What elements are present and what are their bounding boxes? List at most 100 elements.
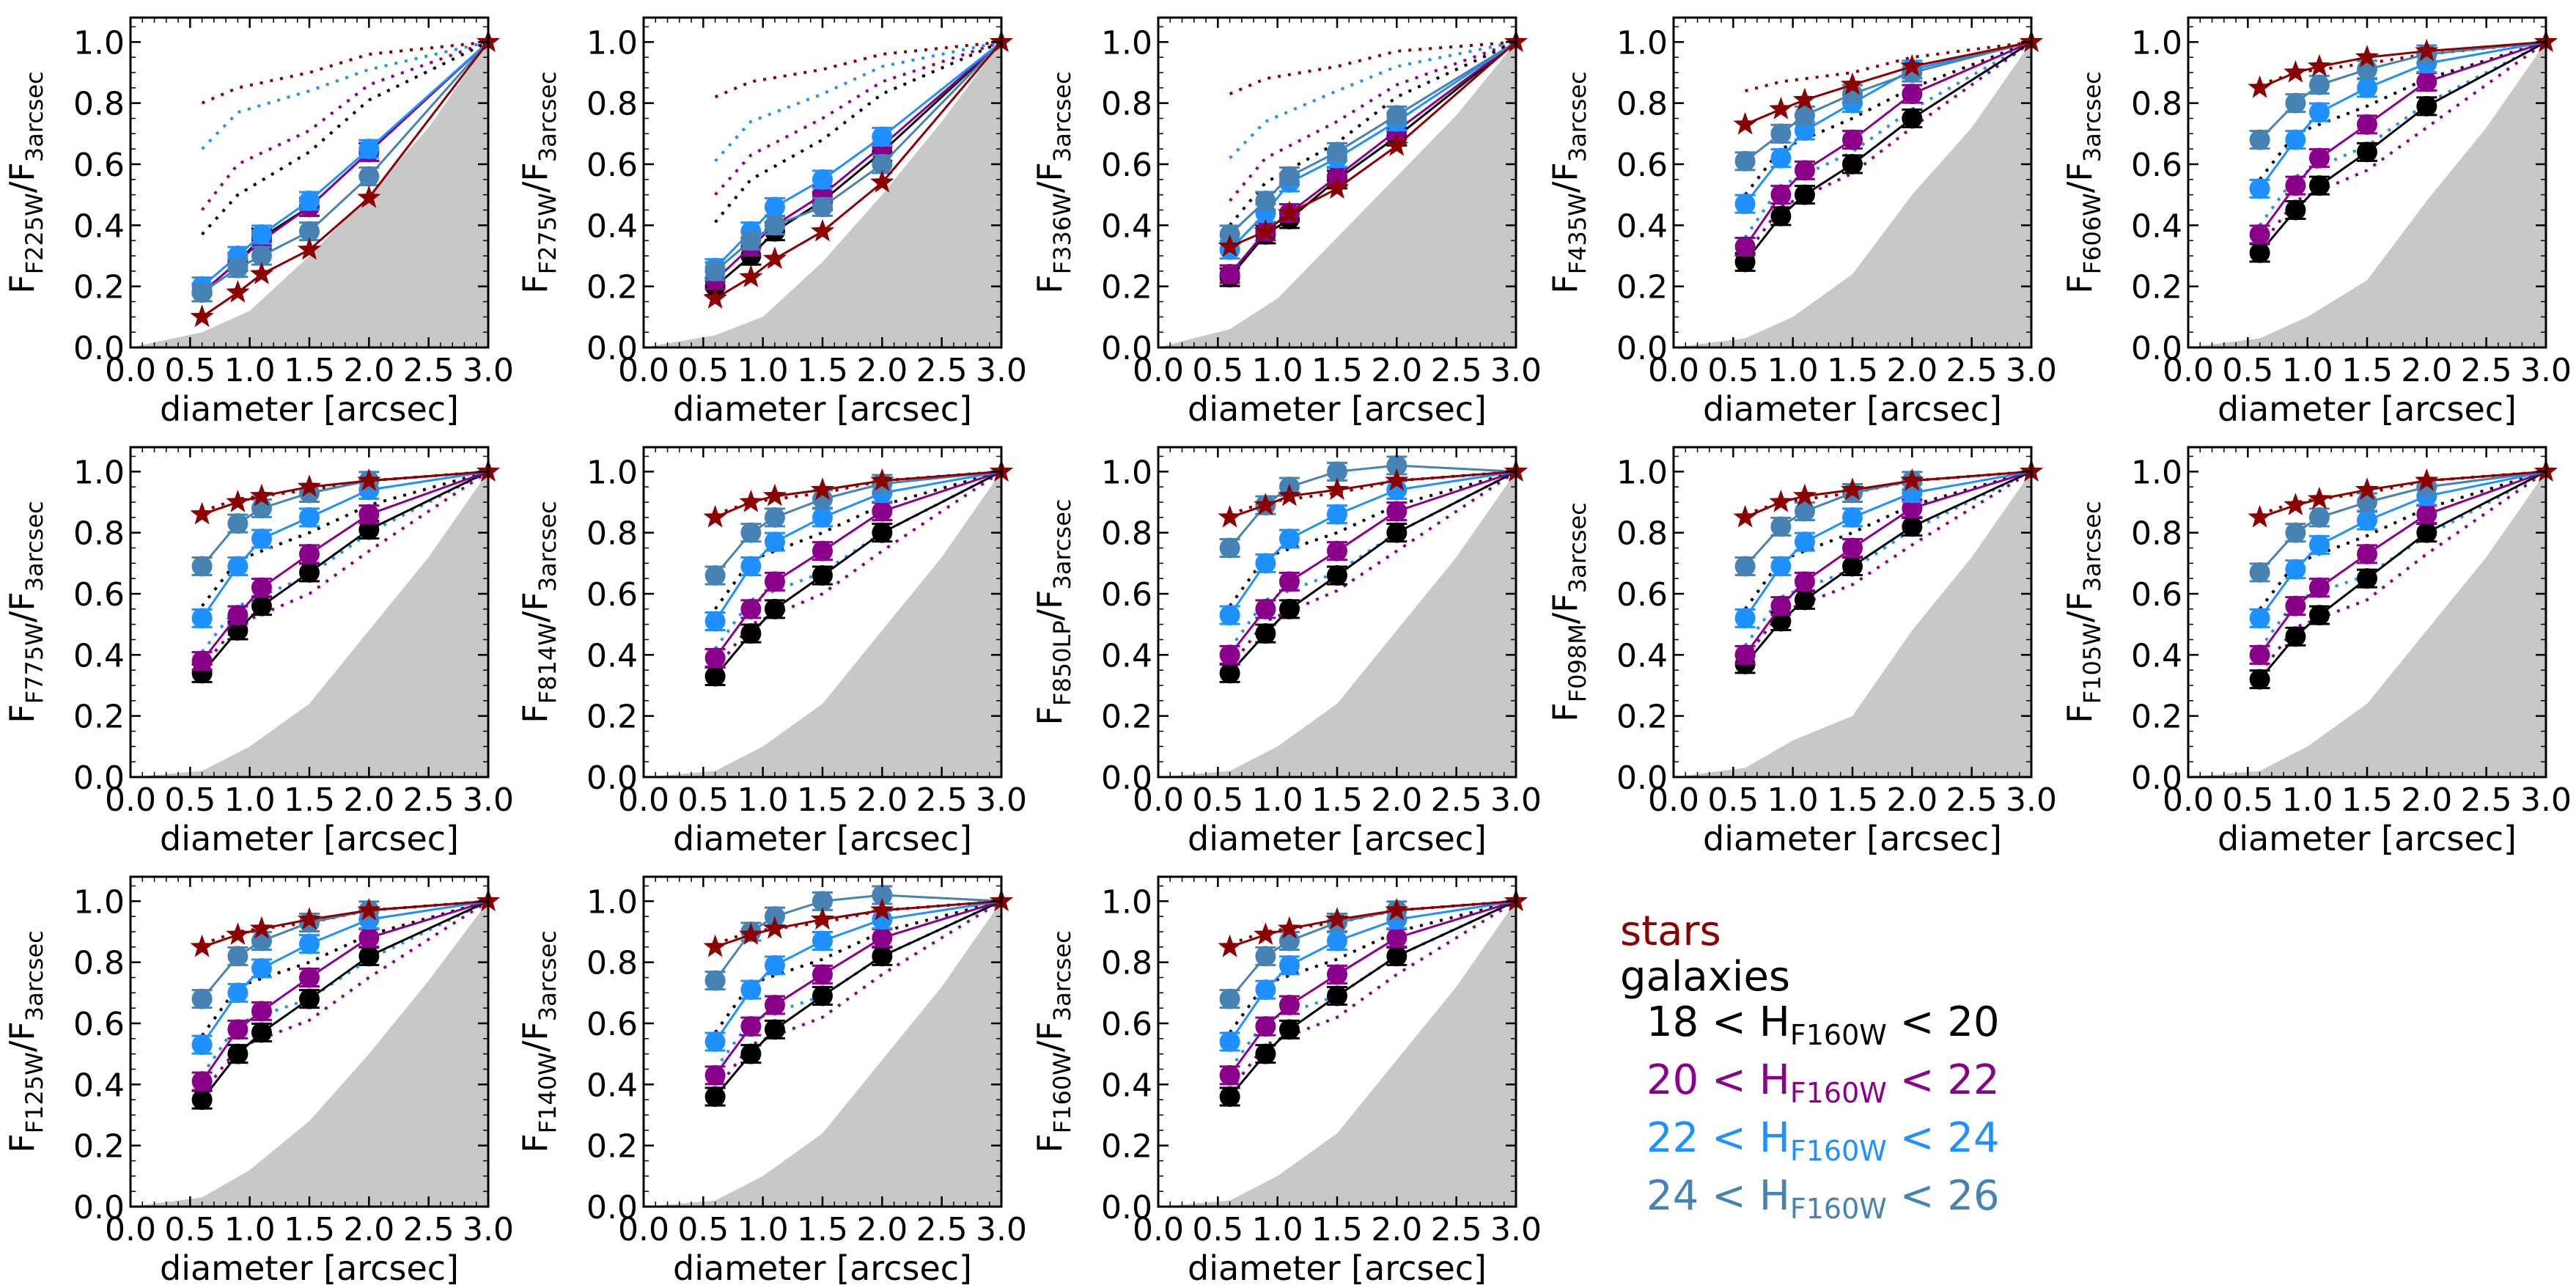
y-tick-label: 1.0 xyxy=(1101,454,1152,491)
point-b18 xyxy=(1842,556,1863,577)
shaded-region xyxy=(130,471,488,777)
x-tick-label: 3.0 xyxy=(463,781,514,819)
point-star xyxy=(2415,38,2439,62)
y-tick-label: 0.0 xyxy=(1101,759,1152,797)
point-star xyxy=(762,916,787,939)
point-star xyxy=(810,907,835,930)
point-star xyxy=(810,477,835,501)
y-tick-label: 0.4 xyxy=(1101,637,1152,674)
y-tick-label: 0.6 xyxy=(586,1006,638,1043)
y-axis-label-part: F140W xyxy=(534,1052,562,1133)
y-tick-label: 1.0 xyxy=(2131,24,2182,62)
point-b18 xyxy=(872,522,893,543)
y-axis-label: FF850LP/F3arcsec xyxy=(1030,498,1076,725)
x-tick-label: 2.5 xyxy=(916,781,968,819)
y-tick-label: 0.4 xyxy=(2131,207,2182,245)
point-star xyxy=(1385,897,1409,921)
y-tick-label: 0.6 xyxy=(586,576,638,614)
x-tick-label: 0.5 xyxy=(677,781,729,819)
point-b24 xyxy=(812,891,833,912)
x-tick-label: 2.0 xyxy=(1371,352,1422,389)
y-tick-label: 0.4 xyxy=(1101,207,1152,245)
x-tick-label: 3.0 xyxy=(1490,1211,1542,1248)
shaded-region xyxy=(2188,42,2546,348)
y-axis-label-part: F606W xyxy=(2078,193,2106,274)
x-tick-label: 1.5 xyxy=(2341,352,2393,389)
point-b18 xyxy=(2416,522,2437,543)
x-tick-label: 0.5 xyxy=(1707,781,1759,819)
point-b20 xyxy=(2285,175,2306,196)
y-axis-label-part: 3arcsec xyxy=(21,71,48,162)
point-b20 xyxy=(251,577,272,598)
dotted-curve-2 xyxy=(201,470,489,607)
x-tick-label: 1.0 xyxy=(737,781,789,819)
point-star xyxy=(249,483,274,507)
point-star xyxy=(810,218,835,242)
point-b18 xyxy=(1386,522,1407,543)
dotted-curve-0 xyxy=(1229,899,1517,1092)
point-b20 xyxy=(704,1064,726,1086)
point-b20 xyxy=(704,647,726,669)
point-b22 xyxy=(1734,608,1756,629)
point-star xyxy=(1792,483,1817,507)
y-tick-label: 0.6 xyxy=(73,1006,125,1043)
point-b18 xyxy=(1794,184,1815,205)
point-b20 xyxy=(2308,577,2330,598)
y-axis-label-part: 3arcsec xyxy=(534,501,562,592)
point-star xyxy=(226,280,250,303)
shaded-region xyxy=(1158,471,1516,777)
point-star xyxy=(2284,60,2308,83)
y-tick-label: 1.0 xyxy=(1101,24,1152,62)
y-axis-label-part: F xyxy=(1030,1133,1070,1152)
point-b22 xyxy=(1219,605,1240,626)
x-tick-label: 0.0 xyxy=(1648,781,1699,819)
panel-F125W: 0.0 0.5 1.0 1.5 2.0 2.5 3.00.00.20.40.60.81.0d… xyxy=(2,875,514,1288)
point-b20 xyxy=(1219,1064,1240,1086)
point-b18 xyxy=(1902,516,1923,537)
y-axis-label-part: F435W xyxy=(1564,193,1591,274)
y-tick-label: 0.8 xyxy=(1101,515,1152,553)
x-tick-label: 2.5 xyxy=(403,781,455,819)
point-b24 xyxy=(227,257,249,279)
point-b20 xyxy=(1902,498,1923,519)
point-b24 xyxy=(704,565,726,586)
y-tick-label: 1.0 xyxy=(586,454,638,491)
point-b22 xyxy=(2285,559,2306,580)
y-axis-label-part: /F xyxy=(2060,162,2100,193)
y-tick-label: 0.4 xyxy=(586,637,638,674)
x-tick-label: 3.0 xyxy=(976,1211,1027,1248)
point-b18 xyxy=(299,988,320,1009)
point-b22 xyxy=(2285,129,2306,150)
dotted-curve-0 xyxy=(1744,470,2033,659)
y-tick-label: 0.8 xyxy=(1101,945,1152,982)
y-tick-label: 0.0 xyxy=(586,1189,638,1226)
y-axis-label-part: F098M xyxy=(1564,624,1591,702)
point-b22 xyxy=(1255,553,1276,574)
y-axis-label-part: F xyxy=(1545,702,1585,721)
dotted-curve-3 xyxy=(1744,470,2032,516)
point-b24 xyxy=(872,154,893,174)
panel-F850LP: 0.0 0.5 1.0 1.5 2.0 2.5 3.00.00.20.40.60.81.0d… xyxy=(1030,446,1542,858)
point-star xyxy=(703,934,727,957)
point-b24 xyxy=(764,215,785,236)
point-star xyxy=(2415,468,2439,491)
y-tick-label: 0.8 xyxy=(586,86,638,123)
dotted-curve-2 xyxy=(1228,899,1517,1034)
point-star xyxy=(226,490,250,512)
point-b22 xyxy=(2357,77,2377,98)
x-tick-label: 2.0 xyxy=(2401,781,2452,819)
x-tick-label: 3.0 xyxy=(2520,781,2572,819)
point-b20 xyxy=(1327,540,1347,562)
y-axis-label-part: F xyxy=(515,704,555,723)
point-b24 xyxy=(1219,537,1240,559)
point-b24 xyxy=(2308,74,2330,95)
y-tick-label: 0.8 xyxy=(2131,86,2182,123)
point-b20 xyxy=(812,964,833,985)
point-b18 xyxy=(2285,199,2306,221)
x-tick-label: 0.5 xyxy=(164,1211,216,1248)
point-star xyxy=(1277,483,1302,507)
point-b22 xyxy=(812,930,833,952)
point-b18 xyxy=(764,598,785,619)
x-tick-label: 2.5 xyxy=(1946,781,1998,819)
point-b18 xyxy=(358,519,380,540)
